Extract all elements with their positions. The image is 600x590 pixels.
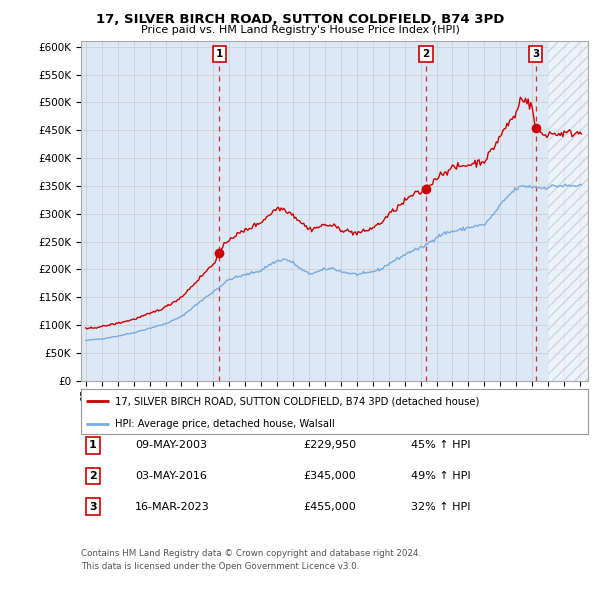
Text: £229,950: £229,950 bbox=[303, 441, 356, 450]
Text: HPI: Average price, detached house, Walsall: HPI: Average price, detached house, Wals… bbox=[115, 419, 335, 429]
Text: 1: 1 bbox=[89, 441, 97, 450]
Text: 17, SILVER BIRCH ROAD, SUTTON COLDFIELD, B74 3PD: 17, SILVER BIRCH ROAD, SUTTON COLDFIELD,… bbox=[96, 13, 504, 26]
Bar bbox=[548, 36, 588, 381]
Text: 45% ↑ HPI: 45% ↑ HPI bbox=[411, 441, 470, 450]
Text: £345,000: £345,000 bbox=[303, 471, 356, 481]
Text: 2: 2 bbox=[89, 471, 97, 481]
Text: 03-MAY-2016: 03-MAY-2016 bbox=[135, 471, 207, 481]
Text: 32% ↑ HPI: 32% ↑ HPI bbox=[411, 502, 470, 512]
Text: 1: 1 bbox=[215, 49, 223, 59]
Text: 09-MAY-2003: 09-MAY-2003 bbox=[135, 441, 207, 450]
Text: 16-MAR-2023: 16-MAR-2023 bbox=[135, 502, 210, 512]
Text: 17, SILVER BIRCH ROAD, SUTTON COLDFIELD, B74 3PD (detached house): 17, SILVER BIRCH ROAD, SUTTON COLDFIELD,… bbox=[115, 396, 480, 407]
Text: 2: 2 bbox=[422, 49, 430, 59]
Text: 3: 3 bbox=[532, 49, 539, 59]
Text: This data is licensed under the Open Government Licence v3.0.: This data is licensed under the Open Gov… bbox=[81, 562, 359, 571]
Text: 3: 3 bbox=[89, 502, 97, 512]
Text: Price paid vs. HM Land Registry's House Price Index (HPI): Price paid vs. HM Land Registry's House … bbox=[140, 25, 460, 35]
Text: 49% ↑ HPI: 49% ↑ HPI bbox=[411, 471, 470, 481]
Text: Contains HM Land Registry data © Crown copyright and database right 2024.: Contains HM Land Registry data © Crown c… bbox=[81, 549, 421, 558]
Text: £455,000: £455,000 bbox=[303, 502, 356, 512]
